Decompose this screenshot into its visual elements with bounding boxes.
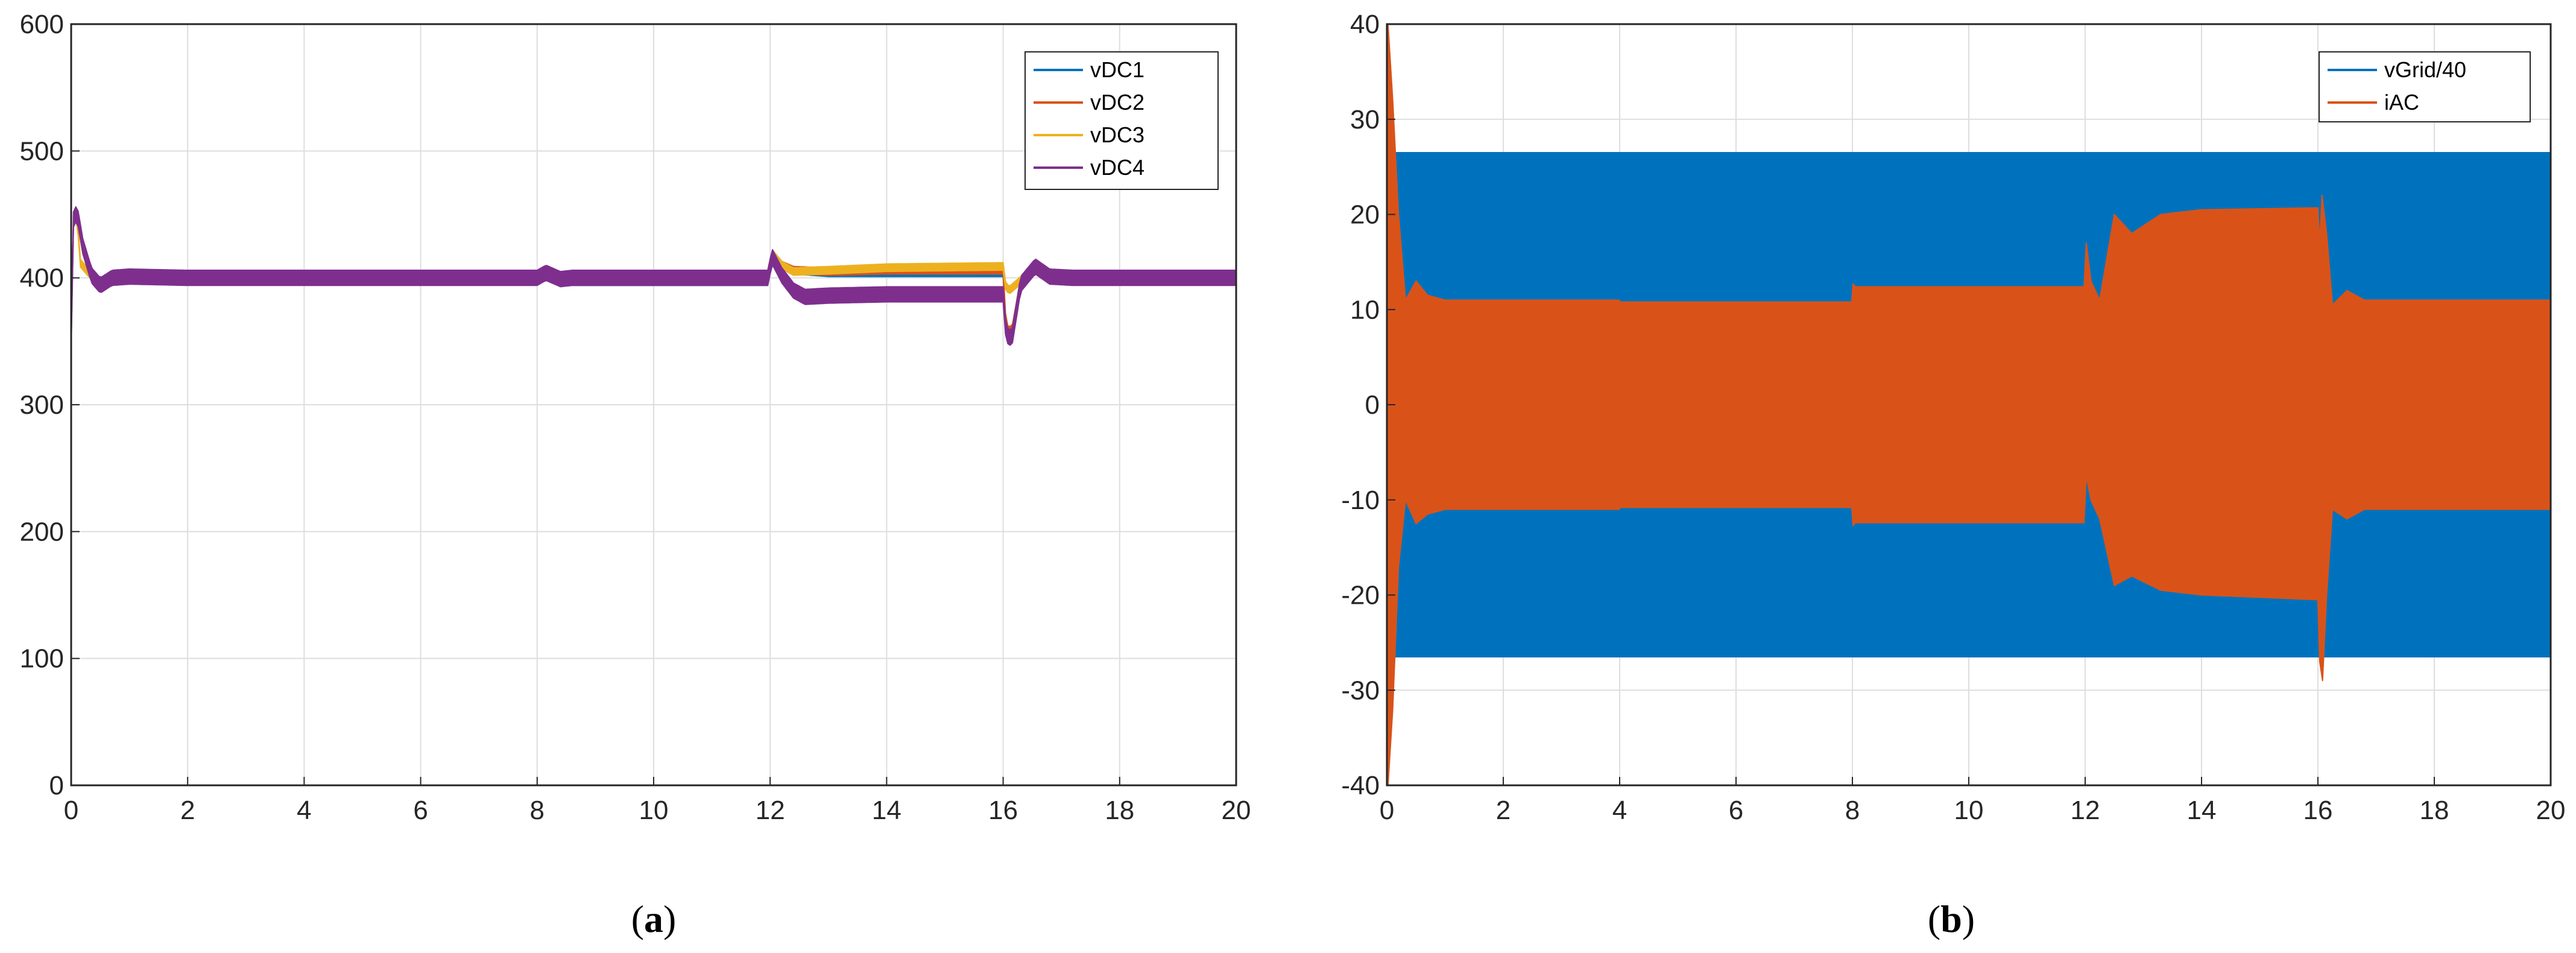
legend-label: vGrid/40 xyxy=(2384,57,2466,82)
chart-a-y-ticks: 0 100 200 300 400 500 600 xyxy=(20,10,80,800)
y-tick-label: 10 xyxy=(1350,295,1380,325)
y-tick-label: -30 xyxy=(1341,676,1380,705)
y-tick-label: 300 xyxy=(20,390,64,420)
y-tick-label: 40 xyxy=(1350,10,1380,39)
chart-a-x-ticks: 0 2 4 6 8 10 12 14 16 18 20 xyxy=(64,777,1251,825)
legend-label: vDC4 xyxy=(1090,155,1144,180)
y-tick-label: 100 xyxy=(20,644,64,674)
chart-b-legend: vGrid/40 iAC xyxy=(2319,51,2531,122)
x-tick-label: 0 xyxy=(64,796,78,825)
legend-label: iAC xyxy=(2384,90,2419,115)
x-tick-label: 4 xyxy=(1612,796,1627,825)
chart-b-panel-label: (b) xyxy=(1928,898,1975,940)
legend-label: vDC2 xyxy=(1090,90,1144,115)
y-tick-label: 0 xyxy=(1365,390,1380,420)
x-tick-label: 6 xyxy=(413,796,428,825)
chart-b-x-ticks: 0 2 4 6 8 10 12 14 16 18 20 xyxy=(1380,777,2566,825)
y-tick-label: -20 xyxy=(1341,581,1380,610)
x-tick-label: 14 xyxy=(872,796,901,825)
x-tick-label: 18 xyxy=(2420,796,2449,825)
x-tick-label: 4 xyxy=(297,796,311,825)
x-tick-label: 16 xyxy=(2303,796,2333,825)
x-tick-label: 10 xyxy=(639,796,669,825)
chart-b-series xyxy=(1386,24,2551,786)
x-tick-label: 2 xyxy=(180,796,195,825)
chart-a-panel-label: (a) xyxy=(631,898,677,940)
y-tick-label: 600 xyxy=(20,10,64,39)
x-tick-label: 10 xyxy=(1954,796,1984,825)
chart-b-y-ticks: -40 -30 -20 -10 0 10 20 30 40 xyxy=(1341,10,1395,800)
legend-box xyxy=(2319,51,2531,122)
y-tick-label: 0 xyxy=(49,771,64,800)
x-tick-label: 8 xyxy=(1845,796,1860,825)
x-tick-label: 8 xyxy=(530,796,545,825)
x-tick-label: 0 xyxy=(1380,796,1394,825)
chart-a: 0 2 4 6 8 10 12 14 16 18 20 0 100 200 300 400 500 600 vD… xyxy=(20,10,1251,940)
y-tick-label: 20 xyxy=(1350,200,1380,230)
x-tick-label: 12 xyxy=(756,796,785,825)
x-tick-label: 20 xyxy=(1222,796,1251,825)
y-tick-label: 500 xyxy=(20,136,64,166)
y-tick-label: 30 xyxy=(1350,105,1380,135)
y-tick-label: -40 xyxy=(1341,771,1380,800)
y-tick-label: 200 xyxy=(20,517,64,546)
y-tick-label: 400 xyxy=(20,264,64,293)
x-tick-label: 6 xyxy=(1729,796,1743,825)
x-tick-label: 16 xyxy=(988,796,1018,825)
chart-a-legend: vDC1 vDC2 vDC3 vDC4 xyxy=(1024,51,1219,190)
x-tick-label: 18 xyxy=(1105,796,1134,825)
x-tick-label: 2 xyxy=(1496,796,1511,825)
chart-b: 0 2 4 6 8 10 12 14 16 18 20 -40-30-20-10010203040 … xyxy=(1341,10,2565,940)
y-tick-label: -10 xyxy=(1341,486,1380,515)
x-tick-label: 12 xyxy=(2071,796,2100,825)
x-tick-label: 14 xyxy=(2187,796,2217,825)
x-tick-label: 20 xyxy=(2536,796,2566,825)
legend-label: vDC3 xyxy=(1090,122,1144,147)
legend-label: vDC1 xyxy=(1090,57,1144,82)
